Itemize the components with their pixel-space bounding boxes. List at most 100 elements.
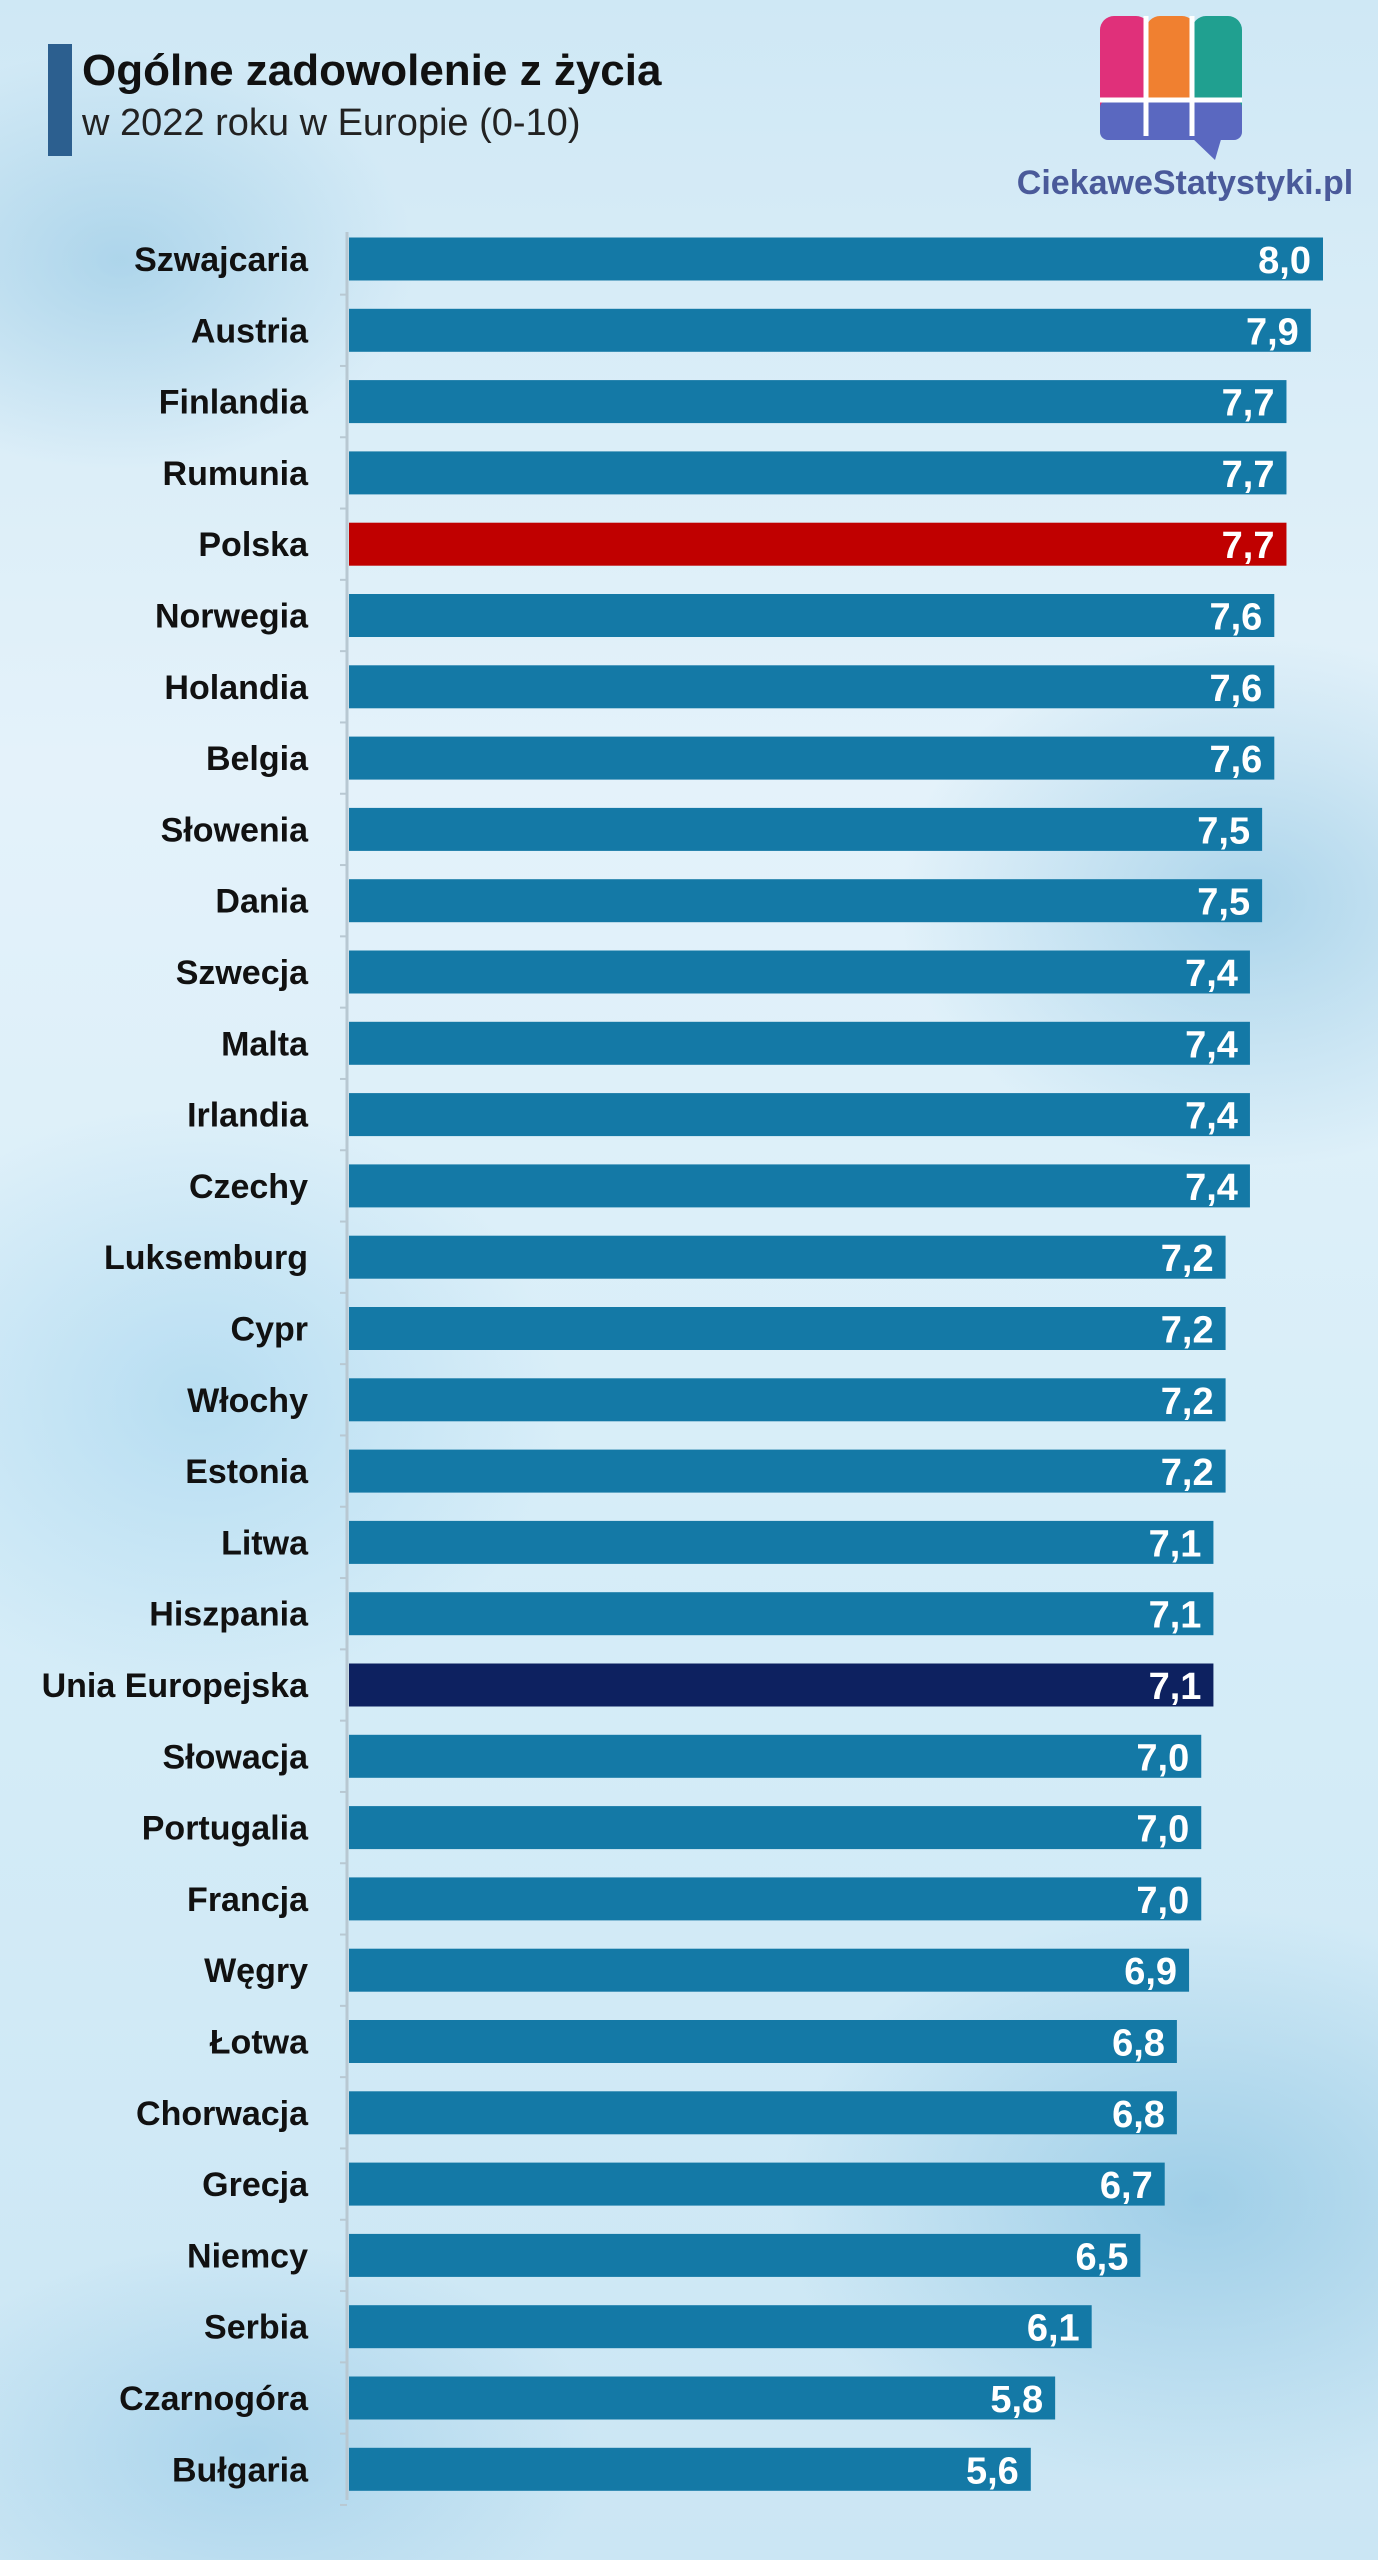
- bar-francja: [349, 1877, 1202, 1921]
- data-label: 7,7: [1222, 525, 1275, 567]
- category-label: Austria: [191, 312, 309, 350]
- bar-rumunia: [349, 451, 1287, 495]
- data-label: 7,7: [1222, 454, 1275, 496]
- bar-estonia: [349, 1449, 1226, 1493]
- logo: CiekaweStatystyki.pl: [1000, 12, 1370, 212]
- bar-bułgaria: [349, 2447, 1031, 2491]
- category-label: Malta: [221, 1025, 309, 1063]
- category-label: Grecja: [202, 2166, 309, 2204]
- data-label: 5,8: [990, 2379, 1043, 2421]
- data-label: 7,2: [1161, 1310, 1214, 1352]
- bar-hiszpania: [349, 1592, 1214, 1636]
- bar-norwegia: [349, 594, 1275, 637]
- bar-czarnogóra: [349, 2376, 1056, 2420]
- category-label: Niemcy: [187, 2237, 308, 2275]
- category-label: Dania: [215, 883, 309, 921]
- data-label: 7,2: [1161, 1238, 1214, 1280]
- category-label: Portugalia: [142, 1810, 309, 1848]
- category-label: Luksemburg: [104, 1239, 308, 1277]
- category-label: Słowenia: [161, 811, 309, 849]
- data-label: 7,0: [1136, 1880, 1189, 1922]
- category-label: Hiszpania: [149, 1596, 309, 1634]
- data-label: 6,9: [1124, 1951, 1177, 1993]
- category-label: Serbia: [204, 2309, 309, 2347]
- category-label: Włochy: [187, 1382, 308, 1420]
- bar-grecja: [349, 2162, 1165, 2206]
- category-label: Litwa: [221, 1524, 309, 1562]
- data-label: 7,4: [1185, 1024, 1238, 1066]
- bar-luksemburg: [349, 1235, 1226, 1279]
- bar-słowenia: [349, 807, 1263, 851]
- bar-cypr: [349, 1307, 1226, 1350]
- category-label: Cypr: [231, 1311, 308, 1349]
- category-label: Chorwacja: [136, 2095, 309, 2133]
- bar-litwa: [349, 1520, 1214, 1564]
- bar-węgry: [349, 1948, 1190, 1992]
- bar-łotwa: [349, 2020, 1177, 2063]
- bar-portugalia: [349, 1806, 1202, 1850]
- bar-włochy: [349, 1378, 1226, 1422]
- bar-szwecja: [349, 950, 1250, 994]
- data-label: 7,6: [1209, 739, 1262, 781]
- data-label: 7,0: [1136, 1809, 1189, 1851]
- bar-finlandia: [349, 380, 1287, 424]
- bar-irlandia: [349, 1093, 1250, 1137]
- category-label: Irlandia: [187, 1097, 309, 1135]
- data-label: 7,1: [1149, 1595, 1202, 1637]
- category-label: Estonia: [185, 1453, 309, 1491]
- data-label: 6,8: [1112, 2094, 1165, 2136]
- bar-unia-europejska: [349, 1663, 1214, 1707]
- data-label: 6,8: [1112, 2023, 1165, 2065]
- logo-icon: [1100, 16, 1242, 160]
- data-label: 7,4: [1185, 953, 1238, 995]
- data-label: 8,0: [1258, 240, 1311, 282]
- data-label: 7,5: [1197, 882, 1250, 924]
- data-label: 6,7: [1100, 2165, 1153, 2207]
- logo-text: CiekaweStatystyki.pl: [1016, 164, 1354, 202]
- category-label: Unia Europejska: [42, 1667, 310, 1705]
- category-label: Belgia: [206, 740, 309, 778]
- data-label: 6,5: [1076, 2236, 1129, 2278]
- data-label: 7,5: [1197, 810, 1250, 852]
- chart-title: Ogólne zadowolenie z życia: [82, 46, 662, 95]
- bar-dania: [349, 879, 1263, 923]
- data-label: 7,1: [1149, 1666, 1202, 1708]
- bar-belgia: [349, 736, 1275, 780]
- bar-czechy: [349, 1164, 1250, 1208]
- data-label: 7,6: [1209, 597, 1262, 639]
- category-label: Czarnogóra: [119, 2380, 309, 2418]
- category-label: Łotwa: [210, 2024, 309, 2062]
- data-label: 7,2: [1161, 1381, 1214, 1423]
- category-label: Polska: [198, 526, 309, 564]
- data-label: 7,4: [1185, 1167, 1238, 1209]
- data-label: 7,0: [1136, 1737, 1189, 1779]
- data-label: 5,6: [966, 2450, 1019, 2492]
- bar-chorwacja: [349, 2091, 1177, 2135]
- data-label: 7,2: [1161, 1452, 1214, 1494]
- category-label: Czechy: [189, 1168, 308, 1206]
- bar-słowacja: [349, 1734, 1202, 1778]
- category-label: Finlandia: [159, 384, 309, 422]
- title-accent-bar: [48, 44, 72, 156]
- bar-polska: [349, 522, 1287, 566]
- data-label: 7,1: [1149, 1523, 1202, 1565]
- bar-holandia: [349, 665, 1275, 709]
- data-label: 7,4: [1185, 1096, 1238, 1138]
- data-label: 7,9: [1246, 311, 1299, 353]
- chart-subtitle: w 2022 roku w Europie (0-10): [82, 102, 581, 144]
- data-label: 7,7: [1222, 383, 1275, 425]
- data-label: 6,1: [1027, 2308, 1080, 2350]
- category-label: Rumunia: [163, 455, 310, 493]
- category-label: Słowacja: [162, 1738, 309, 1776]
- data-label: 7,6: [1209, 668, 1262, 710]
- bar-szwajcaria: [349, 237, 1323, 281]
- bar-austria: [349, 308, 1311, 352]
- category-label: Szwajcaria: [134, 241, 309, 279]
- category-label: Bułgaria: [172, 2451, 309, 2489]
- category-label: Holandia: [164, 669, 309, 707]
- bar-malta: [349, 1021, 1250, 1065]
- category-label: Francja: [187, 1881, 309, 1919]
- category-label: Węgry: [204, 1952, 308, 1990]
- bars-layer: Szwajcaria 8,0 Austria 7,9 Finlandia 7,7 Rumun…: [42, 237, 1323, 2506]
